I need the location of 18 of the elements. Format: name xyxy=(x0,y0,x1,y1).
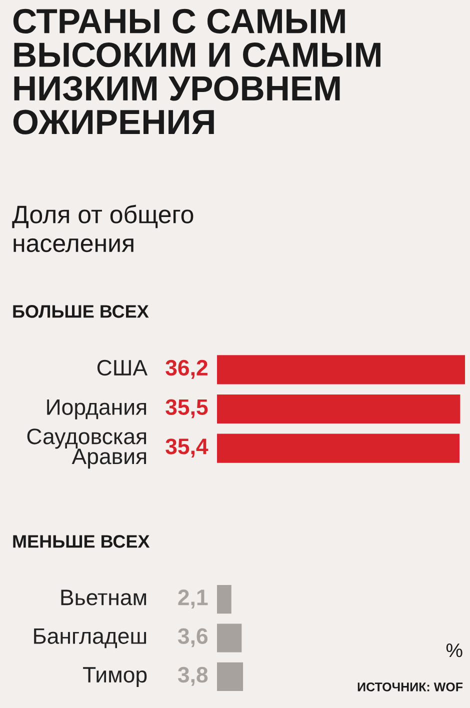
y-tick-label: Иордания xyxy=(47,399,146,420)
y-tick-label: Тимор xyxy=(83,667,147,688)
data-label: 3,8 xyxy=(178,666,208,686)
data-label: 2,1 xyxy=(178,590,208,609)
chart-subtitle: Доля от общего населения xyxy=(12,204,194,252)
text: ИСТОЧНИК: WOF xyxy=(358,682,463,692)
chart-title: МЕНЬШЕ ВСЕХ xyxy=(13,535,150,548)
chart-title: СТРАНЫ С САМЫМ ВЫСОКИМ И САМЫМ НИЗКИМ УРОВНЕМ ОЖИРЕНИЯ xyxy=(13,8,380,134)
y-tick-label: Бангладеш xyxy=(34,628,146,648)
y-tick-label: США xyxy=(97,360,148,376)
data-label: 36,2 xyxy=(166,360,208,379)
text: БОЛЬШЕ ВСЕХ xyxy=(13,305,149,318)
y-tick-label: Вьетнам xyxy=(61,590,146,606)
data-label: 35,4 xyxy=(166,438,208,458)
text: % xyxy=(446,644,462,658)
data-label: 3,6 xyxy=(178,628,208,648)
y-tick-label: Саудовская Аравия xyxy=(27,428,146,469)
data-label: 35,5 xyxy=(166,399,208,418)
